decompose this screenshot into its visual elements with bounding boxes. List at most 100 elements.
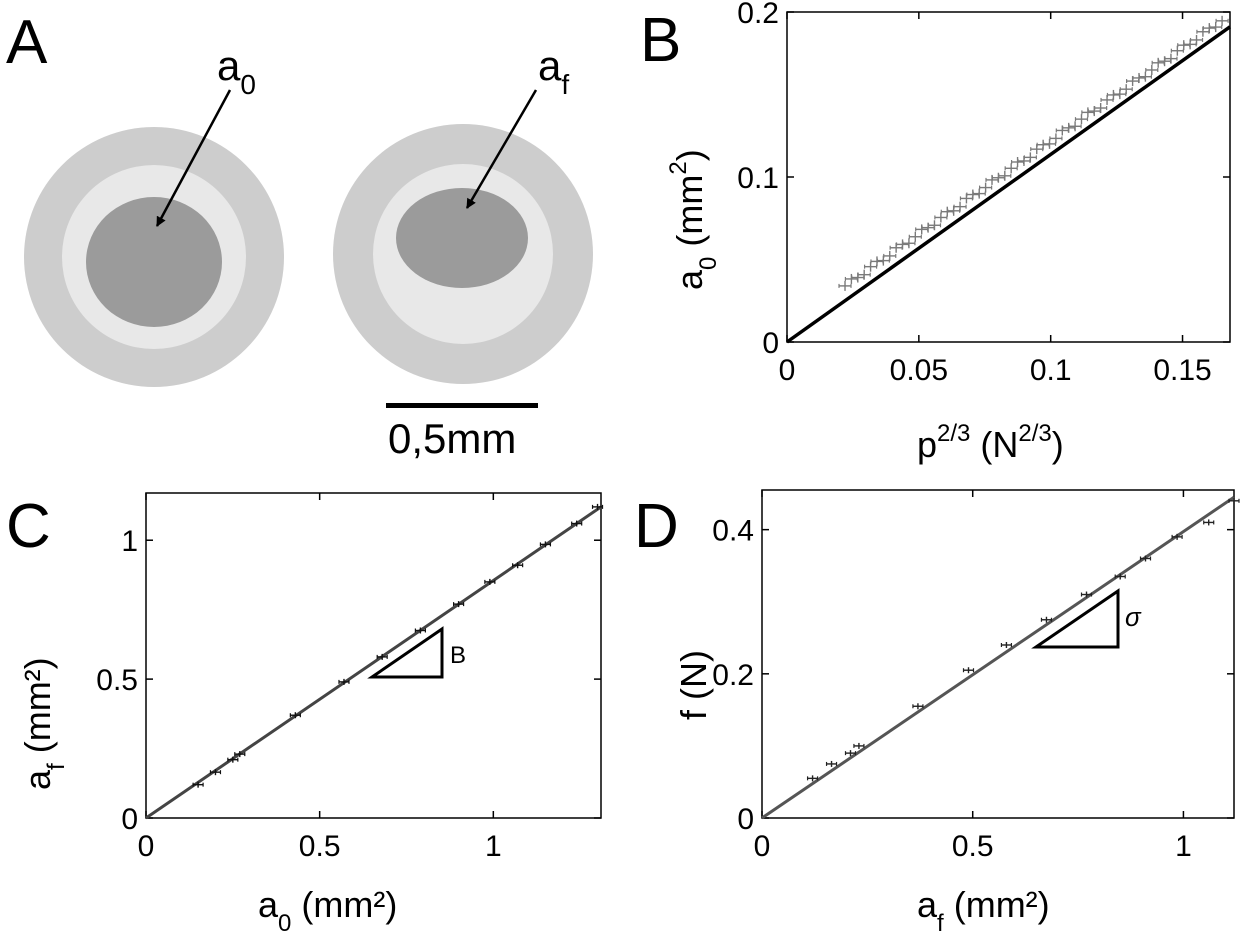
plot-d-ytick-label: 0.4 (712, 515, 754, 548)
arrow-a0 (155, 89, 232, 227)
plot-b-data-point (1164, 53, 1178, 64)
inner-contact-right (396, 188, 528, 288)
plot-b-ytick-label: 0.2 (737, 0, 779, 30)
plot-c-data-point (338, 678, 350, 685)
plot-b: 0 0.05 0.1 0.15 0 0.1 0.2 p2/3 (N2/3) a0 (mm2) (665, 0, 1232, 465)
plot-b-data-point (1145, 64, 1159, 75)
plot-c-data-point (376, 653, 388, 660)
plot-c-data-point (234, 751, 246, 758)
plot-d-data-point (806, 775, 819, 782)
slope-triangle-b: B (367, 626, 466, 679)
plot-b-fit-line (785, 25, 1232, 344)
scale-bar (386, 403, 538, 408)
plot-c-fit-line (145, 505, 602, 820)
plot-b-data-point (1209, 22, 1223, 33)
plot-c-data-point (414, 627, 426, 634)
plot-b-data-point (998, 170, 1012, 181)
plot-c-ytick-label: 1 (121, 525, 138, 558)
micrograph-left (24, 127, 284, 387)
plot-c-xtick-label: 1 (485, 830, 502, 863)
plot-d-data-point (1139, 555, 1152, 562)
slope-triangle-sigma: σ (1031, 588, 1142, 649)
plot-d-frame (761, 489, 1235, 819)
plot-d-xlabel: af (mm²) (917, 884, 1050, 937)
plot-d-xtick-label: 1 (1175, 830, 1192, 863)
plot-c-data-point (192, 781, 204, 788)
plot-d-data-point (1000, 641, 1013, 648)
plot-b-xlabel: p2/3 (N2/3) (917, 420, 1064, 465)
plot-c-marks (145, 503, 604, 820)
plot-d-data-point (1114, 573, 1126, 580)
plot-c-xlabel: a0 (mm²) (258, 884, 397, 937)
plot-b-ytick-label: 0 (762, 327, 779, 360)
micrograph-right (333, 124, 593, 384)
plot-b-data-point (883, 250, 897, 261)
plot-d-data-point (912, 703, 924, 710)
plot-c-ticks: 0 0.5 1 0 0.5 1 (96, 493, 601, 863)
panel-letter-b: B (640, 6, 682, 75)
plot-d-data-point (825, 760, 838, 767)
label-a0: a0 (217, 42, 256, 100)
plot-d-xtick-label: 0 (754, 830, 771, 863)
plot-b-xtick-label: 0.15 (1153, 354, 1211, 387)
slope-label-b: B (450, 642, 466, 669)
plot-d-data-point (962, 667, 975, 674)
plot-d-data-point (1203, 519, 1215, 526)
plot-d-data-point (1228, 497, 1240, 504)
plot-c-frame (145, 492, 602, 819)
plot-b-data-point (1094, 103, 1108, 114)
arrow-af (465, 89, 538, 209)
plot-d-data-point (1040, 616, 1053, 623)
plot-b-data-point (972, 188, 986, 199)
plot-b-data-point (1049, 133, 1063, 144)
plot-b-data-point (927, 220, 942, 231)
panel-letter-a: A (6, 8, 48, 77)
plot-d: 0 0.5 1 0 0.2 0.4 σ af (mm²) f (N) (673, 489, 1240, 937)
plot-d-marks (761, 495, 1240, 820)
plot-c-ytick-label: 0.5 (96, 664, 138, 697)
plot-c-data-point (289, 712, 301, 719)
plot-d-ytick-label: 0 (737, 803, 754, 836)
panel-letter-c: C (6, 492, 51, 561)
plot-c-xtick-label: 0 (138, 830, 155, 863)
inner-contact-left (86, 197, 222, 327)
plot-b-data-point (1068, 121, 1082, 132)
plot-b-data-point (1023, 152, 1037, 163)
plot-b-data-point (934, 212, 948, 223)
plot-c: 0 0.5 1 0 0.5 1 B a0 (mm²) af (mm²) (17, 492, 604, 937)
plot-b-data-point (1042, 138, 1057, 149)
plot-c-data-point (539, 541, 552, 548)
plot-b-data-point (838, 280, 852, 291)
plot-d-ytick-label: 0.2 (712, 659, 754, 692)
plot-b-data-point (1004, 163, 1018, 174)
plot-b-data-point (1170, 45, 1184, 56)
plot-b-xtick-label: 0 (779, 354, 796, 387)
plot-c-data-point (484, 578, 496, 585)
plot-b-ylabel: a0 (mm2) (665, 149, 722, 290)
plot-b-data-point (908, 231, 922, 242)
plot-b-data-point (1138, 71, 1152, 82)
plot-c-data-point (571, 520, 583, 527)
plot-b-marks (785, 15, 1232, 344)
plot-d-data-point (844, 750, 857, 757)
plot-c-ylabel: af (mm²) (17, 657, 70, 790)
plot-d-ticks: 0 0.5 1 0 0.2 0.4 (712, 490, 1234, 863)
plot-d-ylabel: f (N) (673, 650, 714, 720)
plot-c-data-point (209, 769, 222, 776)
plot-b-data-point (1215, 15, 1229, 26)
plot-d-fit-line (761, 495, 1235, 820)
plot-b-data-point (902, 238, 916, 249)
plot-d-data-point (1171, 533, 1183, 540)
plot-d-xtick-label: 0.5 (952, 830, 994, 863)
plot-b-xtick-label: 0.1 (1030, 354, 1072, 387)
plot-b-data-point (1189, 34, 1204, 45)
plot-c-ytick-label: 0 (121, 803, 138, 836)
plot-d-data-point (853, 742, 865, 749)
plot-b-data-point (979, 182, 993, 193)
plot-b-ticks: 0 0.05 0.1 0.15 0 0.1 0.2 (737, 0, 1230, 387)
label-af: af (538, 42, 569, 100)
plot-b-ytick-label: 0.1 (737, 162, 779, 195)
plot-c-data-point (591, 503, 604, 510)
plot-d-data-point (1080, 591, 1093, 598)
